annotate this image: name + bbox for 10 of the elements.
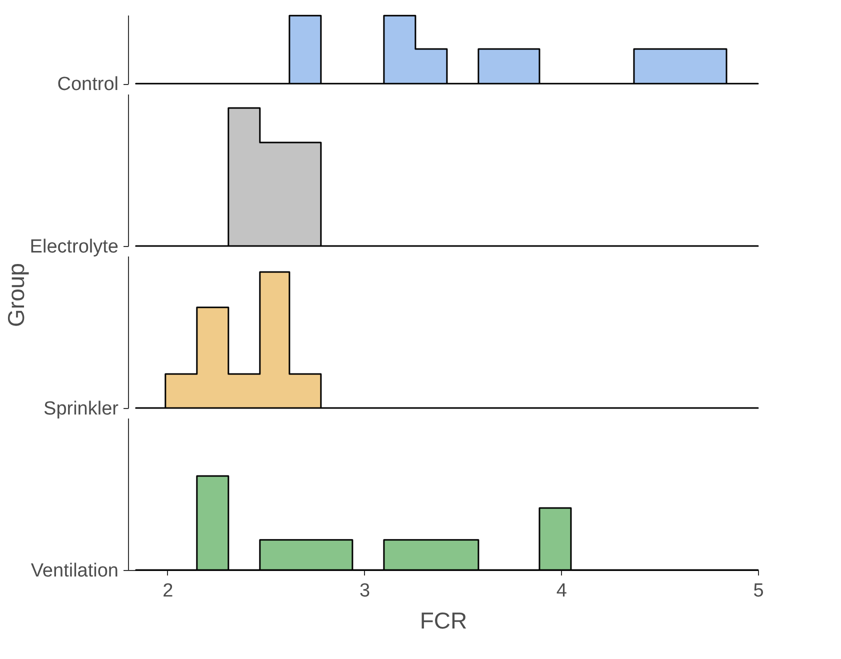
x-tick-label: 3 [359, 580, 370, 602]
y-axis-title: Ventilation [30, 560, 118, 582]
x-axis-title: FCR [420, 608, 468, 634]
y-axis-title: Electrolyte [30, 236, 118, 258]
y-axis-title: Control [57, 74, 118, 96]
x-tick-label: 4 [556, 580, 568, 602]
x-tick-label: 2 [162, 580, 174, 602]
y-axis-title: Sprinkler [44, 398, 120, 420]
text: Group [3, 263, 29, 327]
x-tick-label: 5 [753, 580, 764, 602]
